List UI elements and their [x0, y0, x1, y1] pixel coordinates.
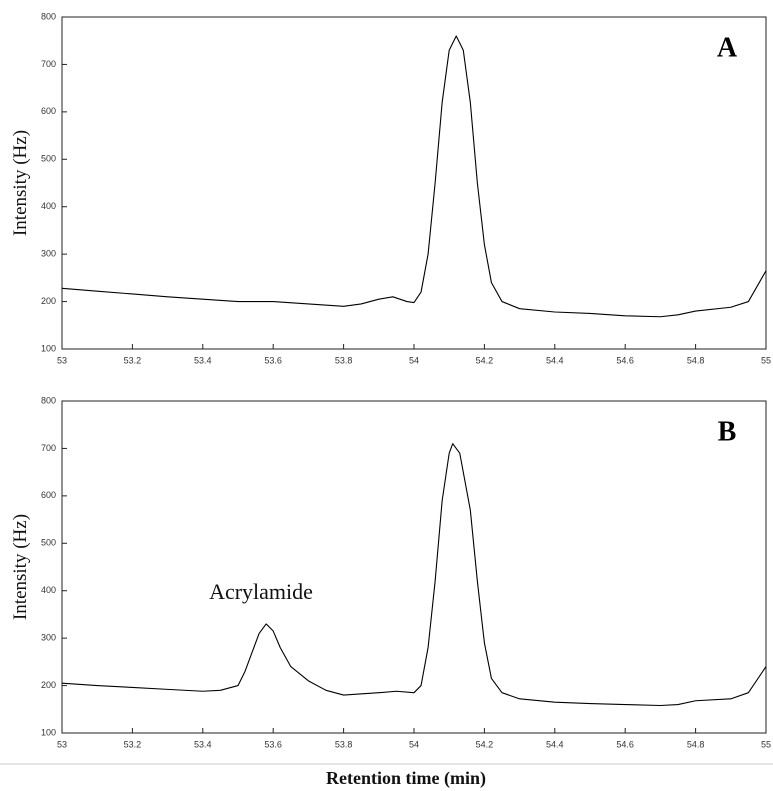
x-tick-label: 53.8 — [335, 739, 353, 749]
y-tick-label: 600 — [41, 106, 56, 116]
x-tick-label: 54.8 — [687, 355, 705, 365]
panel-label: B — [718, 416, 737, 447]
y-tick-label: 800 — [41, 395, 56, 405]
x-tick-label: 54 — [409, 355, 419, 365]
y-tick-label: 300 — [41, 633, 56, 643]
y-tick-label: 500 — [41, 538, 56, 548]
y-tick-label: 700 — [41, 59, 56, 69]
y-tick-label: 500 — [41, 154, 56, 164]
annotation: Acrylamide — [209, 579, 313, 604]
x-tick-label: 53.6 — [264, 355, 282, 365]
y-axis-label: Intensity (Hz) — [10, 130, 31, 236]
y-tick-label: 200 — [41, 680, 56, 690]
x-tick-label: 54.4 — [546, 739, 564, 749]
y-tick-label: 100 — [41, 727, 56, 737]
x-tick-label: 54.8 — [687, 739, 705, 749]
y-tick-label: 100 — [41, 343, 56, 353]
trace — [61, 35, 767, 318]
x-tick-label: 53.6 — [264, 739, 282, 749]
x-tick-label: 53.8 — [335, 355, 353, 365]
x-tick-label: 53.4 — [194, 739, 212, 749]
y-tick-label: 400 — [41, 585, 56, 595]
plot-frame — [61, 16, 767, 350]
x-tick-label: 54.6 — [616, 739, 634, 749]
plot-frame — [61, 400, 767, 734]
x-tick-label: 53 — [57, 355, 67, 365]
y-tick-label: 200 — [41, 296, 56, 306]
x-tick-label: 53.4 — [194, 355, 212, 365]
x-tick-label: 54 — [409, 739, 419, 749]
x-tick-label: 53.2 — [124, 739, 142, 749]
panel-label: A — [717, 32, 738, 63]
y-axis-label: Intensity (Hz) — [10, 514, 31, 620]
y-tick-label: 400 — [41, 201, 56, 211]
x-tick-label: 54.2 — [476, 739, 494, 749]
x-axis-label: Retention time (min) — [326, 768, 486, 789]
x-tick-label: 55 — [761, 355, 771, 365]
y-tick-label: 300 — [41, 249, 56, 259]
x-tick-label: 54.6 — [616, 355, 634, 365]
x-tick-label: 54.4 — [546, 355, 564, 365]
y-tick-label: 700 — [41, 443, 56, 453]
x-tick-label: 53 — [57, 739, 67, 749]
x-tick-label: 53.2 — [124, 355, 142, 365]
y-tick-label: 800 — [41, 11, 56, 21]
y-tick-label: 600 — [41, 490, 56, 500]
x-tick-label: 54.2 — [476, 355, 494, 365]
trace — [61, 443, 767, 707]
x-tick-label: 55 — [761, 739, 771, 749]
